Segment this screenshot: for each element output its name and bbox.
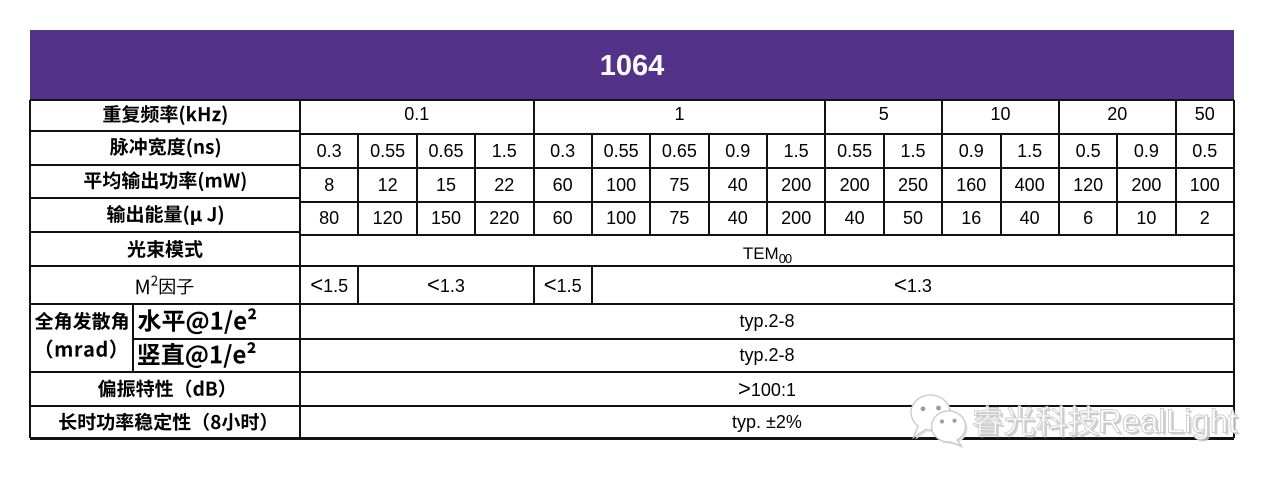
svg-text:RealLight: RealLight (1098, 403, 1237, 440)
svg-text:RealLight: RealLight (1100, 405, 1239, 442)
